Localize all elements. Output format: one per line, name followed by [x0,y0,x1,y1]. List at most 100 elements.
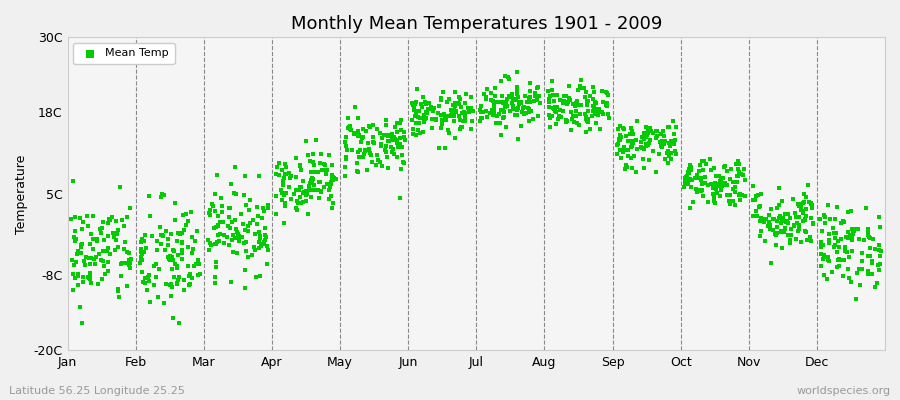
Mean Temp [350,115,365,121]
Mean Temp [668,148,682,154]
Mean Temp [716,182,730,188]
Mean Temp [253,233,267,239]
Mean Temp [623,131,637,138]
Mean Temp [834,220,849,226]
Mean Temp [778,219,793,225]
Mean Temp [155,191,169,197]
Mean Temp [736,172,751,178]
Mean Temp [579,89,593,96]
Mean Temp [500,96,515,103]
Mean Temp [775,218,789,224]
Mean Temp [227,190,241,196]
Mean Temp [184,274,199,281]
Mean Temp [457,108,472,115]
Mean Temp [443,113,457,119]
Mean Temp [770,230,784,236]
Mean Temp [678,175,692,181]
Mean Temp [478,95,492,101]
Mean Temp [222,204,237,211]
Mean Temp [71,270,86,277]
Mean Temp [692,187,706,194]
Mean Temp [530,97,544,104]
Mean Temp [72,214,86,221]
Mean Temp [453,125,467,132]
Mean Temp [410,120,424,126]
Mean Temp [541,88,555,94]
Mean Temp [491,99,506,105]
Mean Temp [70,248,85,254]
Mean Temp [817,254,832,260]
Mean Temp [591,108,606,114]
Mean Temp [83,241,97,248]
Mean Temp [579,114,593,121]
Mean Temp [374,163,389,170]
Mean Temp [560,101,574,108]
Mean Temp [873,260,887,267]
Mean Temp [241,254,256,260]
Mean Temp [792,222,806,229]
Mean Temp [412,108,427,114]
Mean Temp [595,109,609,116]
Mean Temp [215,208,230,215]
Mean Temp [269,211,284,217]
Mean Temp [694,188,708,195]
Mean Temp [592,106,607,112]
Mean Temp [783,226,797,232]
Mean Temp [682,170,697,176]
Mean Temp [610,141,625,148]
Mean Temp [689,188,704,195]
Mean Temp [487,99,501,106]
Mean Temp [175,250,189,256]
Mean Temp [138,275,152,282]
Mean Temp [483,90,498,96]
Mean Temp [777,229,791,236]
Mean Temp [487,109,501,116]
Mean Temp [845,248,859,254]
Mean Temp [149,247,164,253]
Mean Temp [388,136,402,142]
Mean Temp [114,260,129,266]
Mean Temp [434,125,448,132]
Mean Temp [315,167,329,173]
Mean Temp [171,252,185,258]
Mean Temp [461,105,475,112]
Mean Temp [158,281,173,288]
Mean Temp [475,115,490,121]
Mean Temp [580,98,594,104]
Mean Temp [714,177,728,184]
Mean Temp [862,253,877,260]
Mean Temp [145,233,159,239]
Mean Temp [762,212,777,218]
Mean Temp [134,238,148,245]
Mean Temp [477,91,491,98]
Mean Temp [515,109,529,115]
Mean Temp [529,84,544,91]
Mean Temp [868,246,882,252]
Mean Temp [102,215,116,222]
Mean Temp [822,258,836,264]
Mean Temp [842,232,857,239]
Mean Temp [637,165,652,171]
Mean Temp [207,274,221,280]
Mean Temp [172,274,186,281]
Mean Temp [239,248,254,254]
Mean Temp [854,265,868,272]
Mean Temp [726,198,741,204]
Mean Temp [111,288,125,294]
Mean Temp [828,216,842,222]
Mean Temp [390,120,404,126]
Mean Temp [438,116,453,123]
Mean Temp [554,114,568,120]
Mean Temp [102,244,116,251]
Mean Temp [578,110,592,117]
Mean Temp [289,205,303,211]
Mean Temp [526,98,541,104]
Mean Temp [778,224,793,231]
Mean Temp [277,171,292,178]
Mean Temp [338,134,353,141]
Mean Temp [345,146,359,153]
Mean Temp [238,240,252,246]
Mean Temp [299,191,313,198]
Mean Temp [613,132,627,138]
Mean Temp [521,118,535,124]
